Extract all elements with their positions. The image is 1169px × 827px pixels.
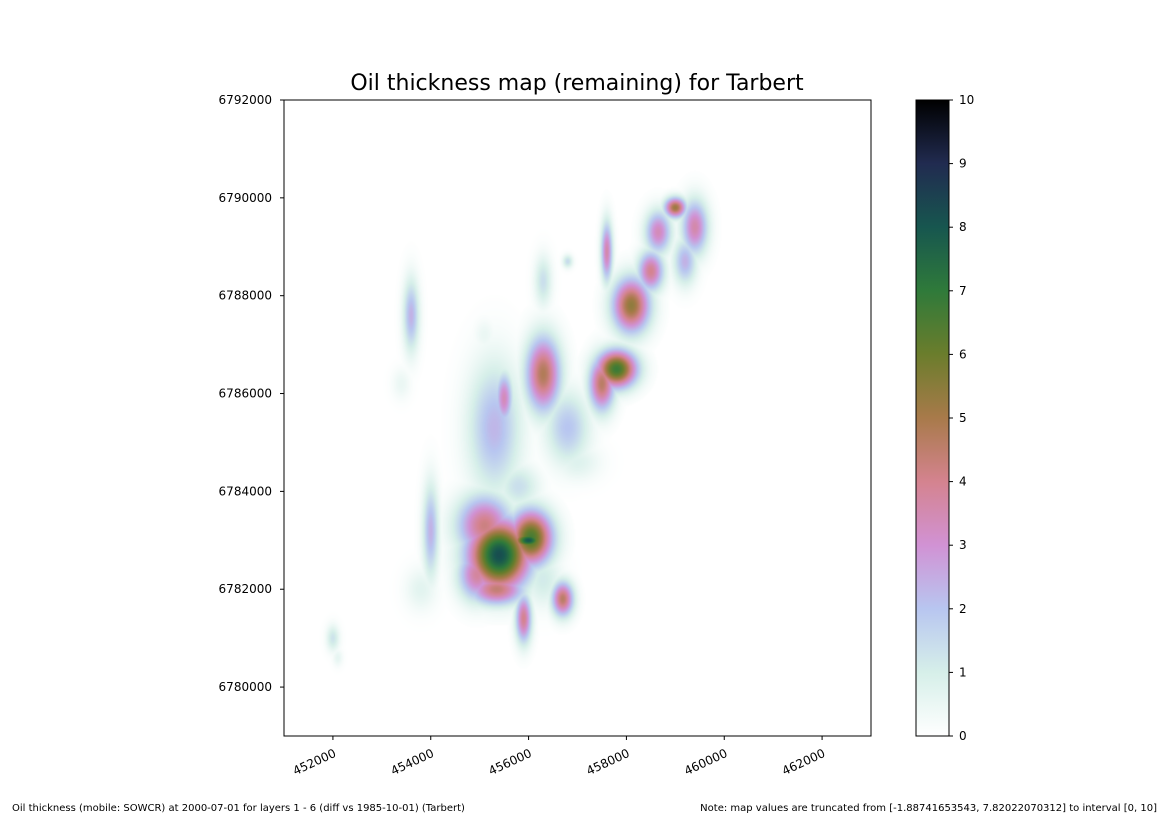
y-axis: 6780000 6782000 6784000 6786000 6788000 67900… (219, 93, 284, 694)
chart-title: Oil thickness map (remaining) for Tarber… (350, 71, 804, 96)
plot-area: 452000 454000 456000 458000 460000 462000 678… (219, 93, 872, 778)
colorbar-tick-label: 9 (959, 157, 967, 171)
x-tick-label: 458000 (584, 746, 631, 778)
colorbar-tick-label: 1 (959, 665, 967, 679)
colorbar-tick-label: 0 (959, 729, 967, 743)
y-tick-label: 6784000 (219, 484, 272, 498)
colorbar-ticks: 0 1 2 3 4 5 6 7 8 9 10 (949, 93, 974, 743)
y-tick-label: 6788000 (219, 289, 272, 303)
x-tick-label: 454000 (389, 746, 436, 778)
x-tick-label: 456000 (486, 746, 533, 778)
heatmap-image (284, 100, 871, 736)
y-tick-label: 6786000 (219, 387, 272, 401)
colorbar-tick-label: 2 (959, 602, 967, 616)
x-axis: 452000 454000 456000 458000 460000 462000 (291, 736, 827, 778)
colorbar-tick-label: 10 (959, 93, 974, 107)
colorbar: 0 1 2 3 4 5 6 7 8 9 10 (915, 93, 974, 743)
x-tick-label: 462000 (780, 746, 827, 778)
y-tick-label: 6790000 (219, 191, 272, 205)
footer-left-caption: Oil thickness (mobile: SOWCR) at 2000-07… (12, 803, 465, 814)
colorbar-tick-label: 4 (959, 475, 967, 489)
colorbar-tick-label: 7 (959, 284, 967, 298)
y-tick-label: 6780000 (219, 680, 272, 694)
plot-frame (283, 99, 872, 737)
y-tick-label: 6782000 (219, 582, 272, 596)
colorbar-tick-label: 6 (959, 347, 967, 361)
footer-right-note: Note: map values are truncated from [-1.… (700, 803, 1157, 814)
x-tick-label: 460000 (682, 746, 729, 778)
y-tick-label: 6792000 (219, 93, 272, 107)
colorbar-gradient (916, 100, 949, 736)
colorbar-tick-label: 5 (959, 411, 967, 425)
colorbar-tick-label: 3 (959, 538, 967, 552)
colorbar-tick-label: 8 (959, 220, 967, 234)
x-tick-label: 452000 (291, 746, 338, 778)
